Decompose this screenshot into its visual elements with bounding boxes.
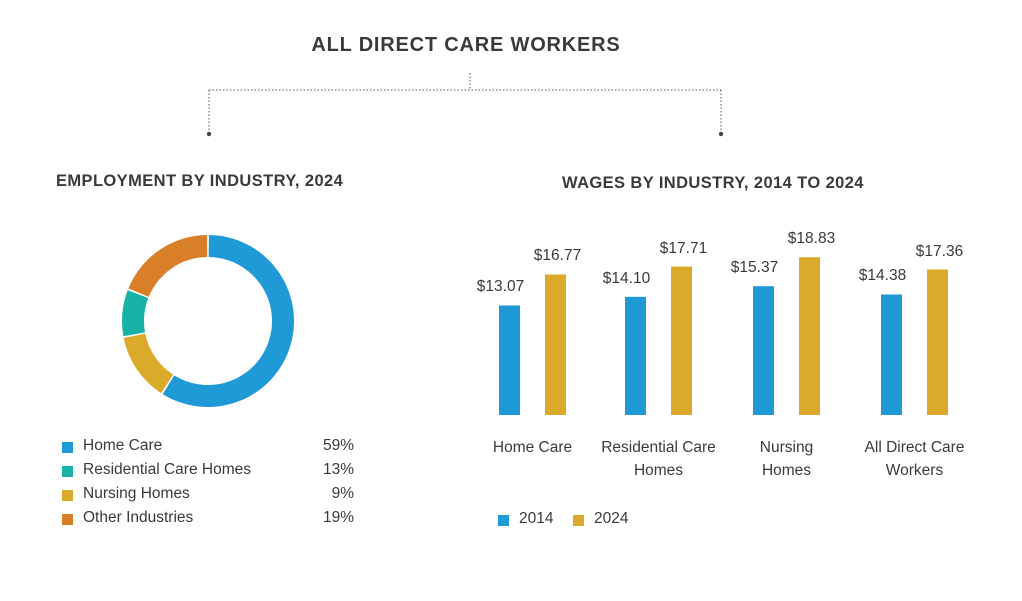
legend-swatch-other-industries <box>62 514 73 525</box>
bar-value-label-home-care-2014: $13.07 <box>476 278 525 296</box>
category-label-residential-care-homes: Residential Care Homes <box>589 436 729 482</box>
bar-home-care-2014 <box>499 305 520 415</box>
connector-left-dot <box>206 131 212 137</box>
category-label-line: All Direct Care <box>864 439 965 456</box>
donut-slice-nursing-homes <box>122 290 149 337</box>
legend-item-nursing-homes: Nursing Homes 9% <box>62 485 354 507</box>
bar-nursing-homes-2014 <box>753 286 774 415</box>
legend-swatch-home-care <box>62 442 73 453</box>
category-label-line: Nursing <box>759 439 814 456</box>
bar-all-direct-care-workers-2014 <box>881 294 902 415</box>
category-label-nursing-homes: Nursing Homes <box>717 436 857 482</box>
legend-label: 2024 <box>594 510 629 527</box>
bar-value-label-all-direct-care-workers-2014: $14.38 <box>858 267 907 285</box>
connector-right-dot <box>718 131 724 137</box>
legend-label: Home Care <box>83 437 163 454</box>
donut-slice-home-care <box>162 235 294 407</box>
legend-item-home-care: Home Care 59% <box>62 437 354 459</box>
legend-item-2024: 2024 <box>573 510 633 530</box>
donut-slice-other-industries <box>128 235 208 297</box>
legend-label: Residential Care Homes <box>83 461 251 478</box>
employment-chart-title: EMPLOYMENT BY INDUSTRY, 2024 <box>56 172 344 190</box>
bar-residential-care-homes-2014 <box>625 296 646 415</box>
bar-residential-care-homes-2024 <box>671 266 692 415</box>
bar-all-direct-care-workers-2024 <box>927 269 948 415</box>
bar-home-care-2024 <box>545 274 566 415</box>
donut-slice-residential-care-homes <box>123 333 174 394</box>
legend-value: 19% <box>322 509 354 526</box>
legend-item-other-industries: Other Industries 19% <box>62 509 354 531</box>
bar-value-label-home-care-2024: $16.77 <box>533 247 582 265</box>
bar-nursing-homes-2024 <box>799 257 820 415</box>
legend-label: Other Industries <box>83 509 194 526</box>
bar-value-label-all-direct-care-workers-2024: $17.36 <box>915 242 964 260</box>
legend-value: 9% <box>331 485 354 502</box>
category-label-line: Homes <box>633 462 684 479</box>
legend-item-2014: 2014 <box>498 510 558 530</box>
legend-swatch-2014 <box>498 515 509 526</box>
category-label-all-direct-care-workers: All Direct Care Workers <box>845 436 985 482</box>
category-label-line: Workers <box>885 462 944 479</box>
legend-swatch-residential-care-homes <box>62 466 73 477</box>
bar-value-label-residential-care-homes-2014: $14.10 <box>602 269 651 287</box>
bar-value-label-residential-care-homes-2024: $17.71 <box>659 239 708 257</box>
bar-value-label-nursing-homes-2024: $18.83 <box>787 230 836 248</box>
category-label-line: Home Care <box>492 439 573 456</box>
legend-swatch-nursing-homes <box>62 490 73 501</box>
main-title: ALL DIRECT CARE WORKERS <box>311 34 621 56</box>
wages-chart-title: WAGES BY INDUSTRY, 2014 TO 2024 <box>562 174 864 192</box>
category-label-home-care: Home Care <box>463 436 603 459</box>
legend-swatch-2024 <box>573 515 584 526</box>
legend-value: 13% <box>322 461 354 478</box>
category-label-line: Homes <box>761 462 812 479</box>
bar-value-label-nursing-homes-2014: $15.37 <box>730 259 779 277</box>
legend-item-residential-care-homes: Residential Care Homes 13% <box>62 461 354 483</box>
legend-label: 2014 <box>519 510 554 527</box>
legend-label: Nursing Homes <box>83 485 190 502</box>
category-label-line: Residential Care <box>601 439 716 456</box>
legend-value: 59% <box>322 437 354 454</box>
